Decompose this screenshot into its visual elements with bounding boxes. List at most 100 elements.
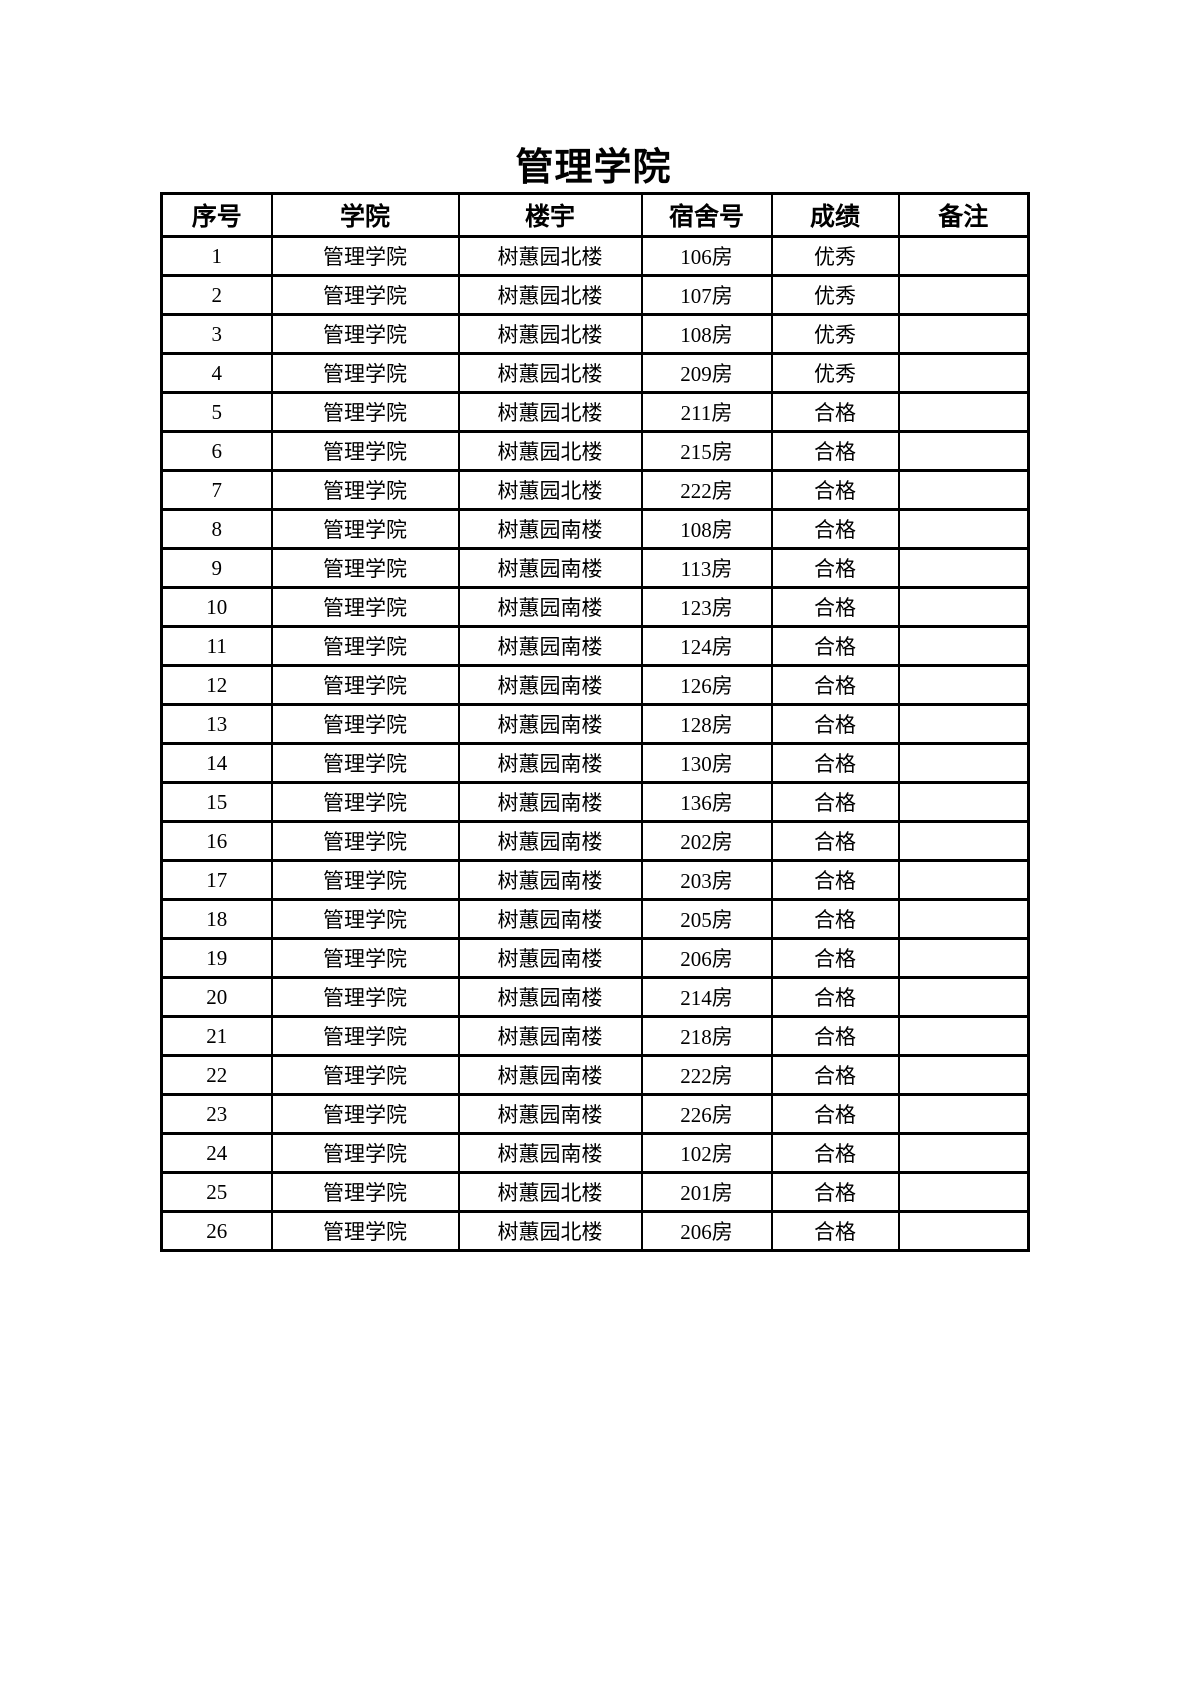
table-cell-no: 23	[160, 1093, 273, 1135]
table-cell-room: 214房	[640, 976, 773, 1018]
table-cell-grade: 合格	[770, 469, 900, 511]
table-row: 11 管理学院 树蕙园南楼 124房 合格	[160, 625, 1030, 667]
table-cell-room: 206房	[640, 1210, 773, 1252]
table-cell-college: 管理学院	[270, 469, 460, 511]
table-cell-grade: 合格	[770, 937, 900, 979]
table-cell-college: 管理学院	[270, 547, 460, 589]
column-header-college: 学院	[270, 192, 460, 238]
table-row: 5 管理学院 树蕙园北楼 211房 合格	[160, 391, 1030, 433]
table-cell-room: 108房	[640, 313, 773, 355]
table-cell-no: 10	[160, 586, 273, 628]
table-cell-remark	[897, 391, 1030, 433]
column-header-building: 楼宇	[457, 192, 643, 238]
table-cell-grade: 合格	[770, 391, 900, 433]
table-row: 16 管理学院 树蕙园南楼 202房 合格	[160, 820, 1030, 862]
table-cell-building: 树蕙园南楼	[457, 976, 643, 1018]
table-cell-no: 11	[160, 625, 273, 667]
table-cell-grade: 优秀	[770, 352, 900, 394]
table-cell-no: 3	[160, 313, 273, 355]
table-cell-building: 树蕙园南楼	[457, 937, 643, 979]
table-cell-no: 25	[160, 1171, 273, 1213]
table-head: 序号 学院 楼宇 宿舍号 成绩 备注	[160, 192, 1030, 238]
table-cell-grade: 合格	[770, 586, 900, 628]
table-row: 10 管理学院 树蕙园南楼 123房 合格	[160, 586, 1030, 628]
table-cell-room: 218房	[640, 1015, 773, 1057]
table-cell-room: 124房	[640, 625, 773, 667]
table-cell-no: 6	[160, 430, 273, 472]
table-cell-room: 206房	[640, 937, 773, 979]
table-cell-grade: 合格	[770, 820, 900, 862]
table-cell-remark	[897, 1210, 1030, 1252]
table-cell-remark	[897, 1093, 1030, 1135]
table-cell-college: 管理学院	[270, 1015, 460, 1057]
table-cell-grade: 优秀	[770, 274, 900, 316]
table-cell-no: 15	[160, 781, 273, 823]
table-cell-room: 102房	[640, 1132, 773, 1174]
table-cell-room: 205房	[640, 898, 773, 940]
table-cell-room: 113房	[640, 547, 773, 589]
table-cell-room: 209房	[640, 352, 773, 394]
table-body: 1 管理学院 树蕙园北楼 106房 优秀 2 管理学院 树蕙园北楼 107房 优秀 3 管理学院 树蕙园…	[160, 235, 1030, 1252]
table-cell-grade: 合格	[770, 1132, 900, 1174]
table-cell-building: 树蕙园南楼	[457, 1093, 643, 1135]
table-cell-grade: 合格	[770, 625, 900, 667]
table-cell-building: 树蕙园南楼	[457, 508, 643, 550]
table-cell-college: 管理学院	[270, 1054, 460, 1096]
table-cell-building: 树蕙园南楼	[457, 820, 643, 862]
table-cell-room: 222房	[640, 1054, 773, 1096]
table-cell-grade: 合格	[770, 742, 900, 784]
table-cell-room: 203房	[640, 859, 773, 901]
table-row: 3 管理学院 树蕙园北楼 108房 优秀	[160, 313, 1030, 355]
table-row: 14 管理学院 树蕙园南楼 130房 合格	[160, 742, 1030, 784]
table-cell-grade: 合格	[770, 508, 900, 550]
table-cell-college: 管理学院	[270, 859, 460, 901]
table-cell-college: 管理学院	[270, 508, 460, 550]
table-cell-grade: 合格	[770, 1171, 900, 1213]
table-cell-no: 14	[160, 742, 273, 784]
table-cell-remark	[897, 1132, 1030, 1174]
table-cell-no: 19	[160, 937, 273, 979]
table-cell-no: 18	[160, 898, 273, 940]
table-cell-college: 管理学院	[270, 703, 460, 745]
table-cell-room: 106房	[640, 235, 773, 277]
table-cell-building: 树蕙园南楼	[457, 1054, 643, 1096]
table-cell-building: 树蕙园南楼	[457, 586, 643, 628]
table-cell-building: 树蕙园北楼	[457, 235, 643, 277]
table-cell-no: 5	[160, 391, 273, 433]
table-row: 2 管理学院 树蕙园北楼 107房 优秀	[160, 274, 1030, 316]
page-title: 管理学院	[515, 147, 672, 189]
table-cell-college: 管理学院	[270, 1132, 460, 1174]
table-cell-building: 树蕙园南楼	[457, 547, 643, 589]
table-cell-remark	[897, 469, 1030, 511]
table-cell-building: 树蕙园南楼	[457, 664, 643, 706]
table-cell-room: 136房	[640, 781, 773, 823]
table-cell-no: 13	[160, 703, 273, 745]
table-cell-building: 树蕙园北楼	[457, 469, 643, 511]
table-cell-remark	[897, 820, 1030, 862]
table-cell-room: 108房	[640, 508, 773, 550]
table-cell-grade: 合格	[770, 781, 900, 823]
table-cell-grade: 合格	[770, 1015, 900, 1057]
table-cell-room: 201房	[640, 1171, 773, 1213]
table-cell-college: 管理学院	[270, 235, 460, 277]
table-cell-room: 222房	[640, 469, 773, 511]
table-cell-no: 12	[160, 664, 273, 706]
table-cell-grade: 合格	[770, 1210, 900, 1252]
table-cell-no: 8	[160, 508, 273, 550]
table-cell-room: 215房	[640, 430, 773, 472]
table-cell-no: 22	[160, 1054, 273, 1096]
table-row: 20 管理学院 树蕙园南楼 214房 合格	[160, 976, 1030, 1018]
table-row: 23 管理学院 树蕙园南楼 226房 合格	[160, 1093, 1030, 1135]
table-row: 4 管理学院 树蕙园北楼 209房 优秀	[160, 352, 1030, 394]
table-cell-college: 管理学院	[270, 976, 460, 1018]
table-row: 26 管理学院 树蕙园北楼 206房 合格	[160, 1210, 1030, 1252]
table-row: 6 管理学院 树蕙园北楼 215房 合格	[160, 430, 1030, 472]
table-cell-building: 树蕙园南楼	[457, 625, 643, 667]
table-header-row: 序号 学院 楼宇 宿舍号 成绩 备注	[160, 192, 1030, 238]
table-cell-building: 树蕙园北楼	[457, 391, 643, 433]
table-row: 17 管理学院 树蕙园南楼 203房 合格	[160, 859, 1030, 901]
dorm-grade-table: 序号 学院 楼宇 宿舍号 成绩 备注 1 管理学院 树蕙园北楼 106房 优秀 2 管理学院 树蕙园北楼…	[160, 192, 1030, 1252]
table-cell-grade: 合格	[770, 976, 900, 1018]
table-cell-remark	[897, 508, 1030, 550]
